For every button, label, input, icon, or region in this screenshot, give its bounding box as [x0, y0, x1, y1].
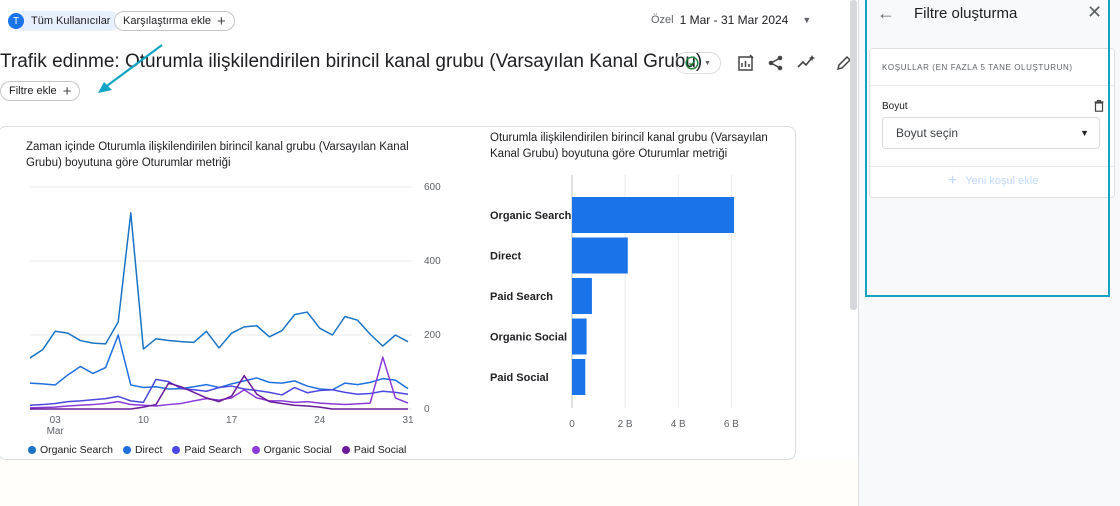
plus-icon: +	[948, 172, 958, 189]
insights-icon[interactable]	[795, 52, 817, 74]
legend-label: Paid Social	[353, 444, 407, 456]
bar-chart: 0 2 B 4 B 6 B Organic Search Direct Paid Searc…	[490, 175, 739, 430]
chart-legend: Organic Search Direct Paid Search Organi…	[28, 444, 406, 456]
x-tick-label: 10	[138, 415, 150, 426]
y-tick-label: 400	[424, 256, 441, 267]
x-tick-label: 31	[402, 415, 414, 426]
legend-dot	[28, 446, 36, 454]
check-circle-icon	[685, 56, 699, 70]
series-line-paid-social[interactable]	[30, 374, 408, 410]
annotation-arrow	[98, 44, 163, 93]
x-tick-label: 2 B	[618, 419, 633, 430]
chevron-down-icon: ▼	[704, 59, 711, 67]
customize-report-icon[interactable]	[735, 52, 757, 74]
divider	[870, 85, 1114, 86]
legend-item-paid-search[interactable]: Paid Search	[172, 444, 242, 456]
y-tick-label: 200	[424, 330, 441, 341]
date-range: 1 Mar - 31 Mar 2024	[679, 13, 789, 27]
legend-label: Direct	[134, 444, 163, 456]
y-tick-label: 600	[424, 182, 441, 193]
delete-icon[interactable]	[1094, 99, 1104, 117]
y-tick-label: 0	[424, 404, 430, 415]
x-tick-label: 0	[569, 419, 575, 430]
add-filter-label: Filtre ekle	[9, 85, 57, 97]
date-prefix: Özel	[651, 14, 674, 26]
dimension-label: Boyut	[882, 101, 908, 112]
add-filter-button[interactable]: Filtre ekle +	[0, 81, 81, 101]
avatar: T	[8, 13, 24, 29]
legend-label: Paid Search	[184, 444, 242, 456]
legend-item-organic-search[interactable]: Organic Search	[28, 444, 113, 456]
close-icon[interactable]: ✕	[1087, 2, 1103, 22]
legend-item-paid-social[interactable]: Paid Social	[341, 444, 407, 456]
plus-icon: +	[62, 82, 72, 100]
page-title: Trafik edinme: Oturumla ilişkilendirilen…	[0, 51, 703, 72]
dropdown-arrow-icon: ▼	[1080, 128, 1089, 138]
legend-item-organic-social[interactable]: Organic Social	[251, 444, 332, 456]
bar-organic-search[interactable]	[572, 197, 734, 233]
status-dropdown[interactable]: ▼	[675, 52, 721, 74]
x-tick-label: 4 B	[671, 419, 686, 430]
add-comparison-label: Karşılaştırma ekle	[123, 15, 212, 27]
line-chart-title: Zaman içinde Oturumla ilişkilendirilen b…	[26, 141, 409, 169]
scrollbar[interactable]	[850, 0, 857, 310]
bar-chart-title: Oturumla ilişkilendirilen birincil kanal…	[490, 132, 768, 160]
series-line-organic-search[interactable]	[29, 212, 409, 359]
legend-dot	[122, 446, 131, 454]
bar-category-label: Organic Search	[490, 210, 572, 222]
line-chart: 0 200 400 600 03 10 17 24 31 Mar	[29, 182, 441, 437]
x-tick-sublabel: Mar	[47, 426, 65, 437]
add-comparison-button[interactable]: Karşılaştırma ekle +	[114, 11, 235, 31]
legend-label: Organic Social	[263, 444, 332, 456]
chevron-down-icon: ▼	[802, 15, 812, 25]
date-range-picker[interactable]: Özel 1 Mar - 31 Mar 2024 ▼	[651, 13, 811, 27]
conditions-header: KOŞULLAR (EN FAZLA 5 TANE OLUŞTURUN)	[882, 63, 1073, 72]
series-line-organic-social[interactable]	[29, 356, 409, 409]
panel-title: Filtre oluşturma	[914, 5, 1018, 22]
filter-side-panel: ← Filtre oluşturma ✕ KOŞULLAR (EN FAZLA …	[858, 0, 1120, 506]
bar-organic-social[interactable]	[572, 318, 587, 355]
dimension-placeholder: Boyut seçin	[896, 126, 959, 140]
x-tick-label: 03	[50, 415, 62, 426]
bar-category-label: Organic Social	[490, 332, 567, 344]
x-tick-label: 6 B	[724, 419, 739, 430]
user-segment-label: Tüm Kullanıcılar	[31, 15, 111, 27]
plus-icon: +	[217, 12, 226, 30]
legend-label: Organic Search	[40, 444, 113, 456]
x-tick-label: 24	[314, 415, 326, 426]
bar-category-label: Direct	[490, 251, 522, 263]
bottom-blank-area	[0, 460, 858, 506]
bar-paid-search[interactable]	[572, 278, 592, 314]
bar-category-label: Paid Search	[490, 291, 553, 303]
series-line-paid-search[interactable]	[29, 378, 409, 407]
conditions-card: KOŞULLAR (EN FAZLA 5 TANE OLUŞTURUN) Boy…	[869, 48, 1115, 198]
annotation-highlight-box	[865, 0, 1110, 297]
edit-pencil-icon[interactable]	[833, 52, 855, 74]
add-condition-label: Yeni koşul ekle	[965, 175, 1039, 187]
bar-category-label: Paid Social	[490, 372, 549, 384]
legend-dot	[172, 446, 181, 454]
back-arrow-icon[interactable]: ←	[877, 3, 895, 23]
bar-direct[interactable]	[572, 237, 628, 274]
user-segment-chip[interactable]: T Tüm Kullanıcılar	[8, 11, 121, 31]
bar-paid-social[interactable]	[572, 359, 586, 395]
divider	[870, 166, 1114, 167]
legend-dot	[251, 446, 260, 454]
dimension-select[interactable]: Boyut seçin ▼	[882, 117, 1100, 149]
legend-dot	[341, 446, 350, 454]
share-icon[interactable]	[765, 52, 787, 74]
x-tick-label: 17	[226, 415, 238, 426]
add-condition-button[interactable]: + Yeni koşul ekle	[948, 173, 1038, 189]
series-line-direct[interactable]	[29, 334, 409, 391]
legend-item-direct[interactable]: Direct	[122, 444, 163, 456]
